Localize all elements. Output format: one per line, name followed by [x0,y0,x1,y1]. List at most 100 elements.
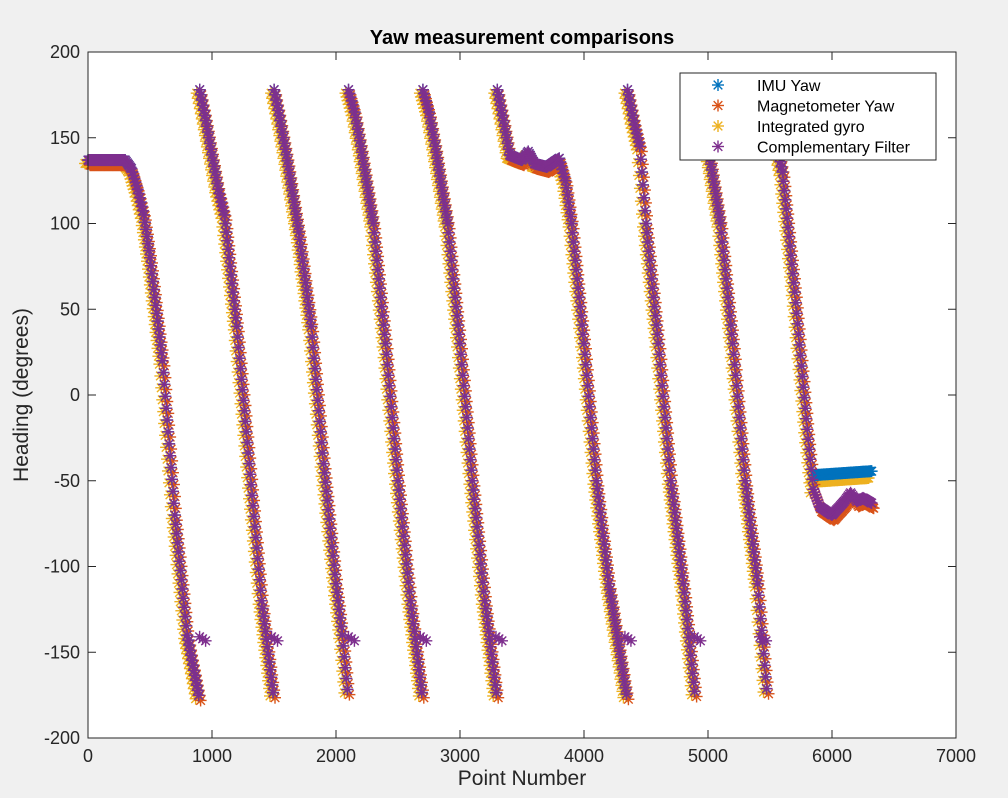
data-point [441,217,454,230]
data-point [777,175,790,188]
data-point [758,659,771,672]
data-point [645,272,658,285]
data-point [720,272,733,285]
data-point [719,263,732,276]
data-point [472,530,485,543]
data-point [329,568,342,581]
data-point [222,243,235,256]
data-point [681,622,694,635]
y-tick-label: 50 [60,299,80,319]
data-point [652,337,665,350]
data-point [376,309,389,322]
data-point [762,687,775,700]
data-point [174,564,187,577]
data-point [169,518,182,531]
data-point [795,360,808,373]
data-point [467,484,480,497]
data-point [232,341,245,354]
data-point [238,404,251,417]
data-point [659,411,672,424]
data-point [442,226,455,239]
data-point [161,414,174,427]
y-tick-label: -50 [54,471,80,491]
data-point [459,400,472,413]
data-point [458,390,471,403]
data-point [372,272,385,285]
data-point [495,634,508,647]
data-point [448,282,461,295]
data-point [397,530,410,543]
data-point [677,577,690,590]
data-point [163,437,176,450]
data-point [780,202,793,215]
data-point [470,511,483,524]
data-point [578,348,591,361]
data-point [571,272,584,285]
data-point [160,402,173,415]
data-point [310,383,323,396]
data-point [340,672,353,685]
data-point [157,366,170,379]
data-point [778,184,791,197]
data-point [379,337,392,350]
data-point [308,352,321,365]
data-point [267,686,280,699]
data-point [685,658,698,671]
data-point [694,634,707,647]
data-point [396,520,409,533]
data-point [636,178,649,191]
data-point [177,592,190,605]
data-point [865,497,878,510]
data-point [317,457,330,470]
data-point [223,251,236,264]
data-point [725,328,738,341]
data-point [650,319,663,332]
data-point [307,341,320,354]
data-point [373,282,386,295]
data-point [312,404,325,417]
data-point [219,217,232,230]
data-point [579,358,592,371]
data-point [244,468,257,481]
data-point [722,291,735,304]
data-point [167,497,180,510]
data-point [168,509,181,522]
data-point [752,589,765,602]
data-point [687,676,700,689]
data-point [392,474,404,487]
data-point [247,510,260,523]
data-point [622,693,635,706]
x-tick-label: 4000 [564,746,604,766]
data-point [328,559,341,572]
data-point [684,649,697,662]
data-point [231,331,244,344]
data-point [469,502,482,515]
data-point [230,320,243,333]
data-point [753,600,766,613]
data-point [584,411,597,424]
y-tick-label: -150 [44,642,80,662]
data-point [391,464,404,477]
data-point [224,260,237,273]
data-point [382,369,395,382]
data-point [784,239,797,252]
data-point [585,421,598,434]
data-point [377,319,390,332]
data-point [730,379,743,392]
data-point [333,603,346,616]
data-point [383,379,396,392]
data-point [801,423,814,436]
data-point [786,267,799,280]
data-point [451,309,464,322]
data-point [716,236,729,249]
data-point [785,258,798,271]
data-point [690,690,703,703]
data-point [381,358,394,371]
data-point [375,300,388,313]
data-point [789,296,802,309]
data-point [734,421,747,434]
data-point [378,328,391,341]
data-point [165,473,178,486]
data-point [253,573,266,586]
data-point [649,309,662,322]
